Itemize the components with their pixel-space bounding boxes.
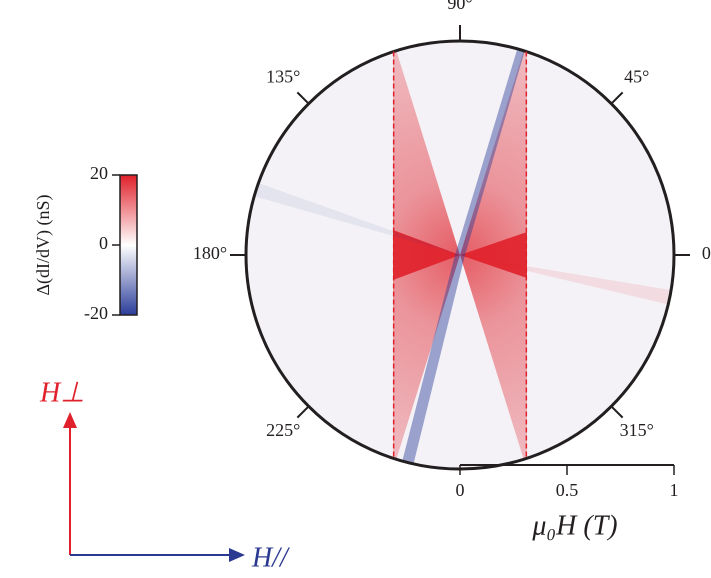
angle-tick-label: 135° (266, 66, 300, 86)
arrow-label: H⊥ (39, 377, 85, 408)
map (246, 41, 674, 469)
x-tick-label: 1 (670, 480, 679, 500)
colorbar-tick-label: 0 (99, 233, 108, 253)
x-axis-label: μ₀H (T) (531, 510, 617, 541)
colorbar-tick-label: -20 (84, 303, 108, 323)
angle-tick-label: 90° (447, 0, 472, 13)
arrow-head (63, 412, 77, 428)
arrow-head (229, 548, 245, 562)
colorbar-label: Δ(dI/dV) (nS) (33, 194, 54, 295)
angle-tick-label: 0° (702, 243, 711, 263)
angle-tick-label: 225° (266, 420, 300, 440)
colorbar (119, 174, 138, 316)
x-tick-label: 0 (456, 480, 465, 500)
angle-tick-label: 315° (620, 420, 654, 440)
angle-tick (296, 91, 310, 105)
arrow-label: H// (251, 542, 290, 573)
angle-tick-label: 180° (193, 243, 227, 263)
angle-tick (610, 405, 624, 419)
angle-tick (610, 91, 624, 105)
x-tick-label: 0.5 (556, 480, 579, 500)
angle-tick (296, 405, 310, 419)
angle-tick-label: 45° (624, 66, 649, 86)
colorbar-tick-label: 20 (90, 163, 108, 183)
